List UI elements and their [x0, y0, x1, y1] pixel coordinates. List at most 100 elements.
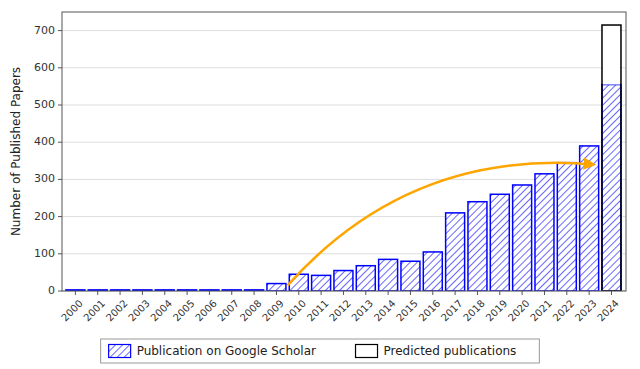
x-tick-label: 2018 [461, 298, 487, 324]
bar [535, 174, 554, 291]
x-tick-label: 2003 [126, 298, 152, 324]
x-tick [589, 291, 590, 295]
y-tick-label: 500 [34, 98, 55, 111]
bar [334, 271, 353, 291]
x-tick-label: 2001 [81, 298, 107, 324]
x-tick [97, 291, 98, 295]
x-tick-label: 2011 [305, 298, 331, 324]
chart: 0100200300400500600700200020012002200320… [0, 0, 640, 369]
bar [356, 266, 375, 291]
y-tick-label: 0 [48, 284, 55, 297]
x-tick [544, 291, 545, 295]
plot-area [66, 25, 621, 291]
x-tick-label: 2020 [506, 298, 532, 324]
x-tick [365, 291, 366, 295]
bar [401, 261, 420, 291]
x-tick-label: 2000 [59, 298, 85, 324]
x-tick-label: 2008 [238, 298, 264, 324]
x-tick [522, 291, 523, 295]
plot-frame [62, 12, 626, 291]
y-axis-label: Number of Published Papers [9, 67, 23, 236]
x-tick-label: 2004 [148, 298, 174, 324]
y-tick-label: 200 [34, 210, 55, 223]
grid-line [62, 105, 626, 106]
x-tick-label: 2002 [104, 298, 130, 324]
x-tick [566, 291, 567, 295]
y-tick [58, 142, 62, 143]
predicted-gap [603, 25, 620, 85]
x-tick-label: 2005 [171, 298, 197, 324]
x-tick [142, 291, 143, 295]
legend-box [101, 339, 540, 363]
y-tick [58, 67, 62, 68]
grid-line [62, 67, 626, 68]
x-tick-label: 2009 [260, 298, 286, 324]
grid-line [62, 30, 626, 31]
x-tick [321, 291, 322, 295]
x-tick [75, 291, 76, 295]
x-tick-label: 2012 [327, 298, 353, 324]
x-tick [276, 291, 277, 295]
bar [312, 275, 331, 291]
arrow [288, 163, 594, 286]
x-tick-label: 2007 [215, 298, 241, 324]
x-tick [388, 291, 389, 295]
bar [379, 259, 398, 291]
bar [446, 213, 465, 291]
x-tick [231, 291, 232, 295]
y-tick [58, 30, 62, 31]
axes: 0100200300400500600700200020012002200320… [9, 24, 621, 324]
bar [513, 185, 532, 291]
y-tick [58, 216, 62, 217]
y-tick-label: 300 [34, 172, 55, 185]
y-tick-label: 600 [34, 61, 55, 74]
x-tick [499, 291, 500, 295]
x-tick [432, 291, 433, 295]
x-tick-label: 2021 [528, 298, 554, 324]
legend-label: Predicted publications [384, 344, 517, 358]
x-tick-label: 2016 [417, 298, 443, 324]
bar [267, 284, 286, 291]
legend: Publication on Google Scholar Predicted p… [101, 339, 540, 363]
legend-swatch [356, 345, 378, 358]
x-tick [455, 291, 456, 295]
x-tick-label: 2006 [193, 298, 219, 324]
x-tick [209, 291, 210, 295]
x-tick-label: 2013 [350, 298, 376, 324]
bar [468, 202, 487, 291]
y-tick [58, 105, 62, 106]
x-tick [187, 291, 188, 295]
x-tick-label: 2019 [484, 298, 510, 324]
y-tick [58, 291, 62, 292]
x-tick-label: 2010 [282, 298, 308, 324]
y-tick [58, 253, 62, 254]
y-tick-label: 700 [34, 24, 55, 37]
x-tick [343, 291, 344, 295]
grid-line [62, 142, 626, 143]
predicted-bar [602, 25, 621, 291]
x-tick [611, 291, 612, 295]
x-tick-label: 2017 [439, 298, 465, 324]
x-tick [477, 291, 478, 295]
x-tick [410, 291, 411, 295]
x-tick-label: 2014 [372, 298, 398, 324]
x-tick-label: 2015 [394, 298, 420, 324]
legend-swatch [109, 345, 131, 358]
grid [62, 31, 626, 291]
bar [580, 146, 599, 291]
bar [423, 252, 442, 291]
bar [557, 163, 576, 291]
bar [602, 85, 621, 291]
y-tick-label: 400 [34, 135, 55, 148]
x-tick-label: 2022 [551, 298, 577, 324]
y-tick-label: 100 [34, 247, 55, 260]
x-tick [120, 291, 121, 295]
x-tick [254, 291, 255, 295]
legend-label: Publication on Google Scholar [137, 344, 316, 358]
x-tick [298, 291, 299, 295]
x-tick-label: 2024 [595, 298, 621, 324]
y-tick [58, 179, 62, 180]
bar [289, 274, 308, 291]
x-tick-label: 2023 [573, 298, 599, 324]
x-tick [164, 291, 165, 295]
